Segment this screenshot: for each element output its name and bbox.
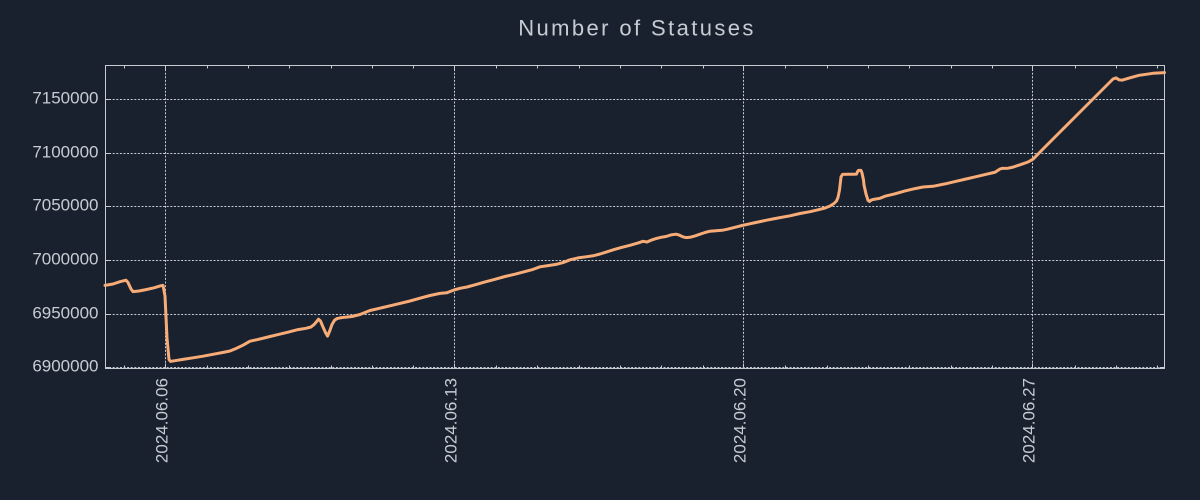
svg-text:2024.06.06: 2024.06.06 — [153, 378, 172, 463]
svg-text:7150000: 7150000 — [32, 88, 98, 107]
svg-text:7000000: 7000000 — [32, 249, 98, 268]
svg-text:Number of Statuses: Number of Statuses — [518, 16, 756, 41]
svg-text:6900000: 6900000 — [32, 356, 98, 375]
svg-text:2024.06.20: 2024.06.20 — [731, 378, 750, 463]
svg-text:7050000: 7050000 — [32, 195, 98, 214]
svg-text:2024.06.27: 2024.06.27 — [1020, 378, 1039, 463]
svg-text:7100000: 7100000 — [32, 142, 98, 161]
svg-text:2024.06.13: 2024.06.13 — [442, 378, 461, 463]
svg-text:6950000: 6950000 — [32, 303, 98, 322]
